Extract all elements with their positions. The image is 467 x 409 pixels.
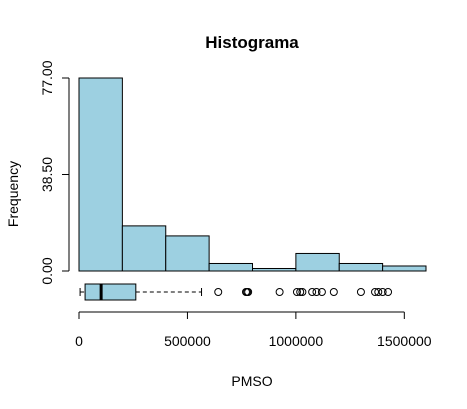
- histogram-bars: [78, 77, 427, 272]
- x-tick-label: 1500000: [377, 333, 432, 349]
- boxplot-outlier: [298, 288, 307, 296]
- boxplot-outlier: [384, 288, 393, 296]
- x-tick-label: 1000000: [269, 333, 324, 349]
- boxplot-outlier: [317, 288, 326, 296]
- boxplot-outlier: [374, 288, 383, 296]
- boxplot-outlier: [371, 288, 380, 296]
- histogram-bar-1: [78, 77, 123, 272]
- boxplot-outlier: [214, 288, 223, 296]
- histogram-bar-8: [382, 265, 427, 272]
- boxplot-outlier: [244, 288, 253, 296]
- boxplot-outlier: [378, 288, 387, 296]
- histogram-bar-4: [208, 262, 253, 272]
- boxplot-outlier: [312, 288, 321, 296]
- histogram-bar-6: [295, 252, 340, 272]
- y-tick-label: 77.00: [39, 60, 55, 95]
- boxplot-box: [84, 283, 137, 301]
- histogram-bar-2: [121, 225, 167, 272]
- boxplot-outlier: [308, 288, 317, 296]
- histogram-bar-3: [165, 235, 210, 272]
- histogram-bar-7: [338, 262, 384, 272]
- y-axis-label: Frequency: [5, 161, 21, 227]
- x-tick-label: 500000: [164, 333, 211, 349]
- boxplot-outlier: [292, 288, 301, 296]
- chart-title: Histograma: [205, 33, 299, 52]
- x-axis-label: PMSO: [231, 373, 272, 389]
- boxplot-outlier: [296, 288, 305, 296]
- boxplot-outlier: [356, 288, 365, 296]
- histogram-bar-5: [252, 267, 297, 272]
- y-tick-label: 38.50: [39, 157, 55, 192]
- x-tick-label: 0: [75, 333, 83, 349]
- boxplot: [79, 283, 393, 301]
- y-tick-label: 0.00: [39, 257, 55, 284]
- y-axis: 0.00 38.50 77.00: [39, 60, 70, 285]
- boxplot-outlier: [329, 288, 338, 296]
- x-axis: 0 500000 1000000 1500000: [75, 311, 432, 349]
- boxplot-outlier: [275, 288, 284, 296]
